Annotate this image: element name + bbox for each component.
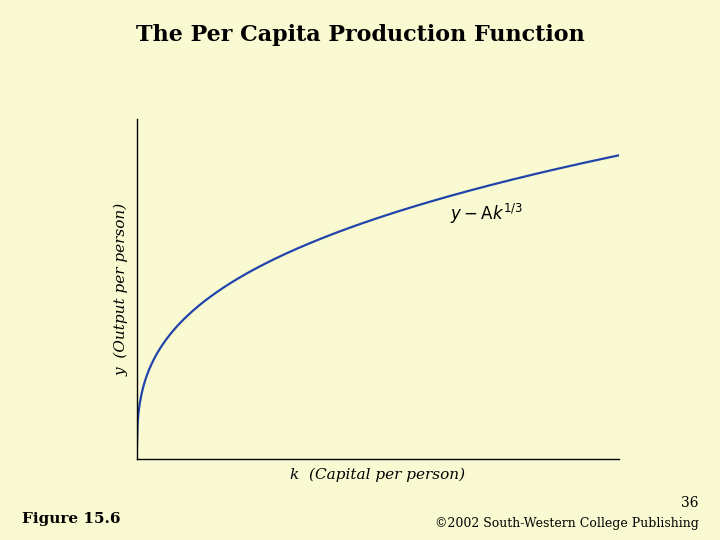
Text: 36: 36 — [681, 496, 698, 510]
Text: ©2002 South-Western College Publishing: ©2002 South-Western College Publishing — [435, 517, 698, 530]
Y-axis label: y  (Output per person): y (Output per person) — [114, 202, 128, 375]
Text: The Per Capita Production Function: The Per Capita Production Function — [135, 24, 585, 46]
Text: Figure 15.6: Figure 15.6 — [22, 512, 120, 526]
X-axis label: k  (Capital per person): k (Capital per person) — [290, 467, 466, 482]
Text: $\mathit{y} - \mathrm{A}\mathit{k}^{1/3}$: $\mathit{y} - \mathrm{A}\mathit{k}^{1/3}… — [451, 202, 523, 226]
